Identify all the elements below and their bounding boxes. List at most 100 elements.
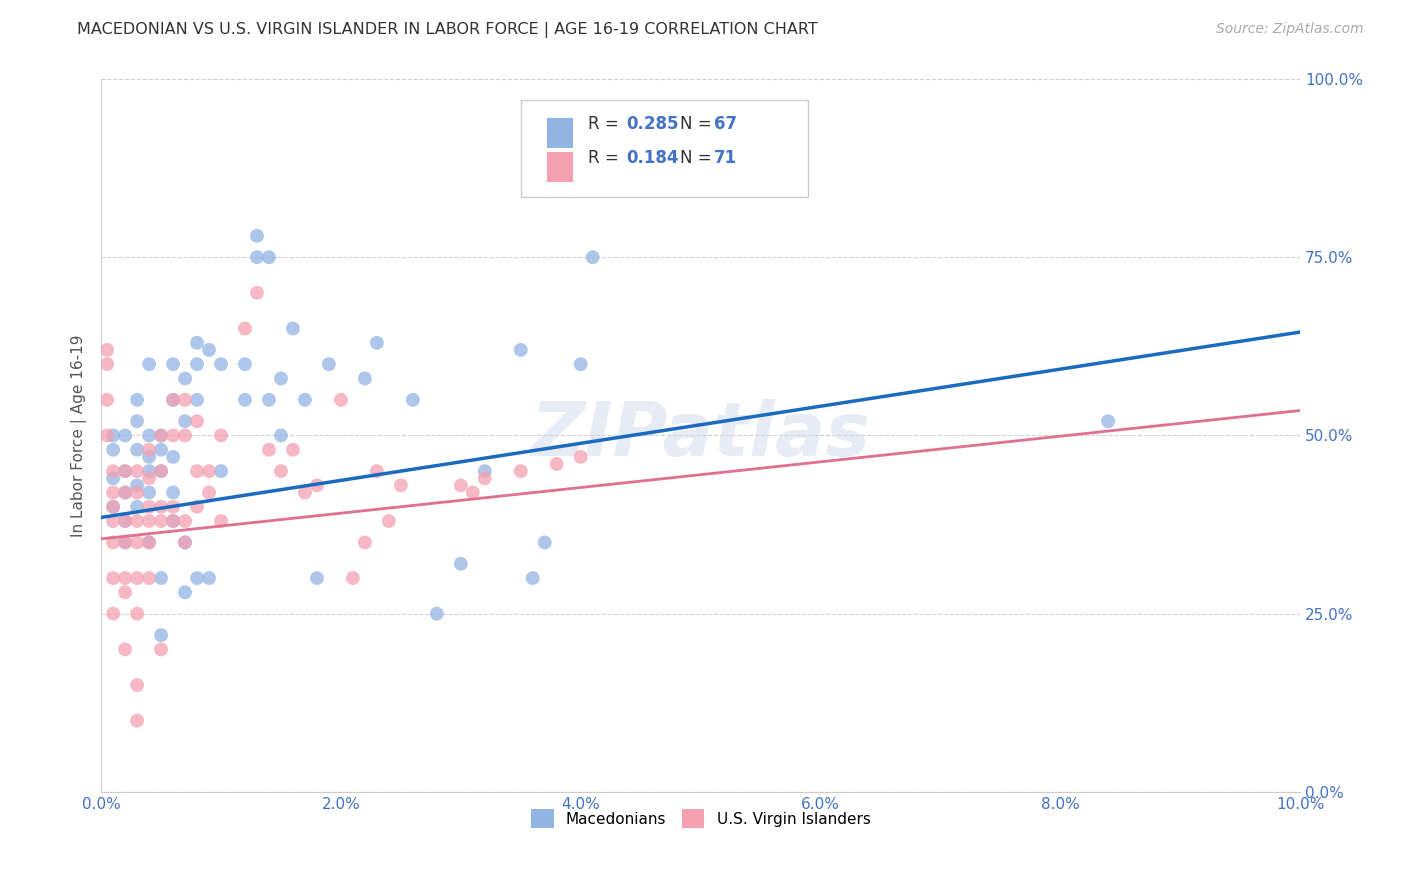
Point xyxy=(186,464,208,478)
Point xyxy=(294,392,316,407)
Point xyxy=(522,571,544,585)
Point xyxy=(186,357,208,371)
Point xyxy=(96,392,118,407)
Point xyxy=(138,464,160,478)
Point xyxy=(138,535,160,549)
Point xyxy=(114,428,136,442)
Point xyxy=(101,571,124,585)
Point xyxy=(366,335,388,350)
Point xyxy=(257,250,280,264)
Point xyxy=(127,464,149,478)
Point xyxy=(569,357,592,371)
Text: R =: R = xyxy=(588,149,624,167)
Point xyxy=(114,514,136,528)
Point xyxy=(138,357,160,371)
Point xyxy=(138,571,160,585)
Point xyxy=(209,357,232,371)
FancyBboxPatch shape xyxy=(547,119,574,148)
Point xyxy=(186,414,208,428)
Point xyxy=(450,557,472,571)
Point xyxy=(305,478,328,492)
Legend: Macedonians, U.S. Virgin Islanders: Macedonians, U.S. Virgin Islanders xyxy=(524,804,877,834)
Point xyxy=(150,442,173,457)
Point xyxy=(233,321,256,335)
Point xyxy=(305,571,328,585)
Point xyxy=(101,471,124,485)
Point xyxy=(96,343,118,357)
Point xyxy=(114,485,136,500)
Point xyxy=(150,464,173,478)
Text: N =: N = xyxy=(681,149,717,167)
FancyBboxPatch shape xyxy=(547,153,574,182)
Point xyxy=(114,514,136,528)
Point xyxy=(114,535,136,549)
Point xyxy=(233,392,256,407)
Point xyxy=(162,485,184,500)
FancyBboxPatch shape xyxy=(520,101,808,196)
Point xyxy=(162,500,184,514)
Point xyxy=(1097,414,1119,428)
Point xyxy=(450,478,472,492)
Point xyxy=(162,514,184,528)
Point xyxy=(127,678,149,692)
Point xyxy=(174,514,197,528)
Point xyxy=(198,343,221,357)
Point xyxy=(426,607,449,621)
Point xyxy=(101,535,124,549)
Point xyxy=(150,571,173,585)
Text: N =: N = xyxy=(681,115,717,133)
Point xyxy=(257,392,280,407)
Text: 0.285: 0.285 xyxy=(626,115,679,133)
Point xyxy=(127,571,149,585)
Point xyxy=(162,428,184,442)
Point xyxy=(138,514,160,528)
Point xyxy=(114,485,136,500)
Point xyxy=(101,500,124,514)
Point xyxy=(257,442,280,457)
Point xyxy=(162,392,184,407)
Point xyxy=(509,464,531,478)
Point xyxy=(162,357,184,371)
Point xyxy=(246,250,269,264)
Text: Source: ZipAtlas.com: Source: ZipAtlas.com xyxy=(1216,22,1364,37)
Text: 71: 71 xyxy=(714,149,737,167)
Point xyxy=(114,464,136,478)
Point xyxy=(354,371,377,385)
Point xyxy=(318,357,340,371)
Point xyxy=(162,514,184,528)
Point xyxy=(342,571,364,585)
Point xyxy=(209,428,232,442)
Point xyxy=(101,442,124,457)
Point xyxy=(174,535,197,549)
Point xyxy=(474,471,496,485)
Point xyxy=(138,450,160,464)
Point xyxy=(127,392,149,407)
Point xyxy=(329,392,352,407)
Point xyxy=(114,571,136,585)
Point xyxy=(101,514,124,528)
Point xyxy=(174,535,197,549)
Point xyxy=(150,428,173,442)
Point xyxy=(270,371,292,385)
Point xyxy=(150,428,173,442)
Point xyxy=(270,428,292,442)
Point xyxy=(138,535,160,549)
Point xyxy=(150,642,173,657)
Point xyxy=(138,471,160,485)
Point xyxy=(546,143,568,157)
Point xyxy=(96,428,118,442)
Point xyxy=(209,464,232,478)
Point xyxy=(233,357,256,371)
Point xyxy=(114,585,136,599)
Point xyxy=(138,500,160,514)
Y-axis label: In Labor Force | Age 16-19: In Labor Force | Age 16-19 xyxy=(72,334,87,537)
Point xyxy=(127,414,149,428)
Point xyxy=(114,464,136,478)
Point xyxy=(150,628,173,642)
Point xyxy=(101,428,124,442)
Point xyxy=(114,642,136,657)
Point xyxy=(174,428,197,442)
Point xyxy=(509,343,531,357)
Point xyxy=(461,485,484,500)
Point xyxy=(533,535,555,549)
